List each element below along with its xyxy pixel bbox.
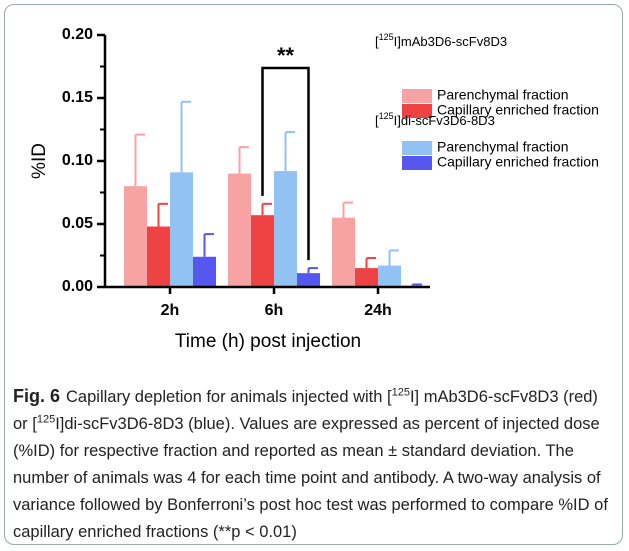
bar (228, 173, 251, 287)
legend-title-part: 125 (379, 111, 394, 121)
legend-swatch (402, 156, 432, 170)
caption-text: I] mAb3D6-scFv8D3 (red) or [ (13, 388, 598, 433)
legend-title-part: [ (375, 113, 379, 128)
caption: Fig. 6 Capillary depletion for animals in… (13, 383, 613, 546)
bar (124, 186, 147, 287)
caption-label: Fig. 6 (13, 386, 61, 406)
legend-title-part: I]mAb3D6-scFv8D3 (394, 34, 507, 49)
legend-title: [125I]di-scFv3D6-8D3 (375, 111, 495, 128)
x-tick-label: 24h (364, 302, 392, 319)
caption-text: I]di-scFv3D6-8D3 (blue). Values are expr… (13, 415, 608, 541)
bar (355, 268, 378, 287)
significance-bracket (261, 66, 310, 261)
figure-frame (4, 4, 623, 545)
caption-text: Capillary depletion for animals injected… (66, 388, 392, 406)
bar (147, 226, 170, 287)
x-tick-label: 2h (161, 302, 180, 319)
y-tick-label: 0.05 (62, 215, 93, 232)
caption-superscript: 125 (36, 413, 56, 426)
bar (170, 172, 193, 287)
y-tick-label: 0.15 (62, 89, 93, 106)
legend-title-part: [ (375, 34, 379, 49)
x-tick-label: 6h (265, 302, 284, 319)
legend-title-part: 125 (379, 32, 394, 42)
bar (297, 273, 320, 287)
y-axis-label: %ID (29, 143, 50, 179)
legend-title: [125I]mAb3D6-scFv8D3 (375, 32, 507, 49)
caption-superscript: 125 (391, 386, 410, 399)
bar (378, 265, 401, 287)
legend-label: Parenchymal fraction (437, 87, 569, 103)
legend-label: Capillary enriched fraction (437, 154, 599, 170)
legend-label: Parenchymal fraction (437, 139, 569, 155)
bar (193, 256, 216, 287)
legend-swatch (402, 89, 432, 103)
y-tick-label: 0.20 (62, 26, 93, 43)
bar (251, 215, 274, 287)
y-tick-label: 0.10 (62, 152, 93, 169)
legend-swatch (402, 141, 432, 155)
significance-label: ** (277, 43, 295, 68)
y-tick-label: 0.00 (62, 278, 93, 295)
bar (332, 217, 355, 287)
legend-title-part: I]di-scFv3D6-8D3 (394, 113, 495, 128)
x-axis-label: Time (h) post injection (175, 331, 361, 352)
legend-label: Capillary enriched fraction (437, 102, 599, 118)
legend-swatch (402, 104, 432, 118)
bar (274, 171, 297, 287)
